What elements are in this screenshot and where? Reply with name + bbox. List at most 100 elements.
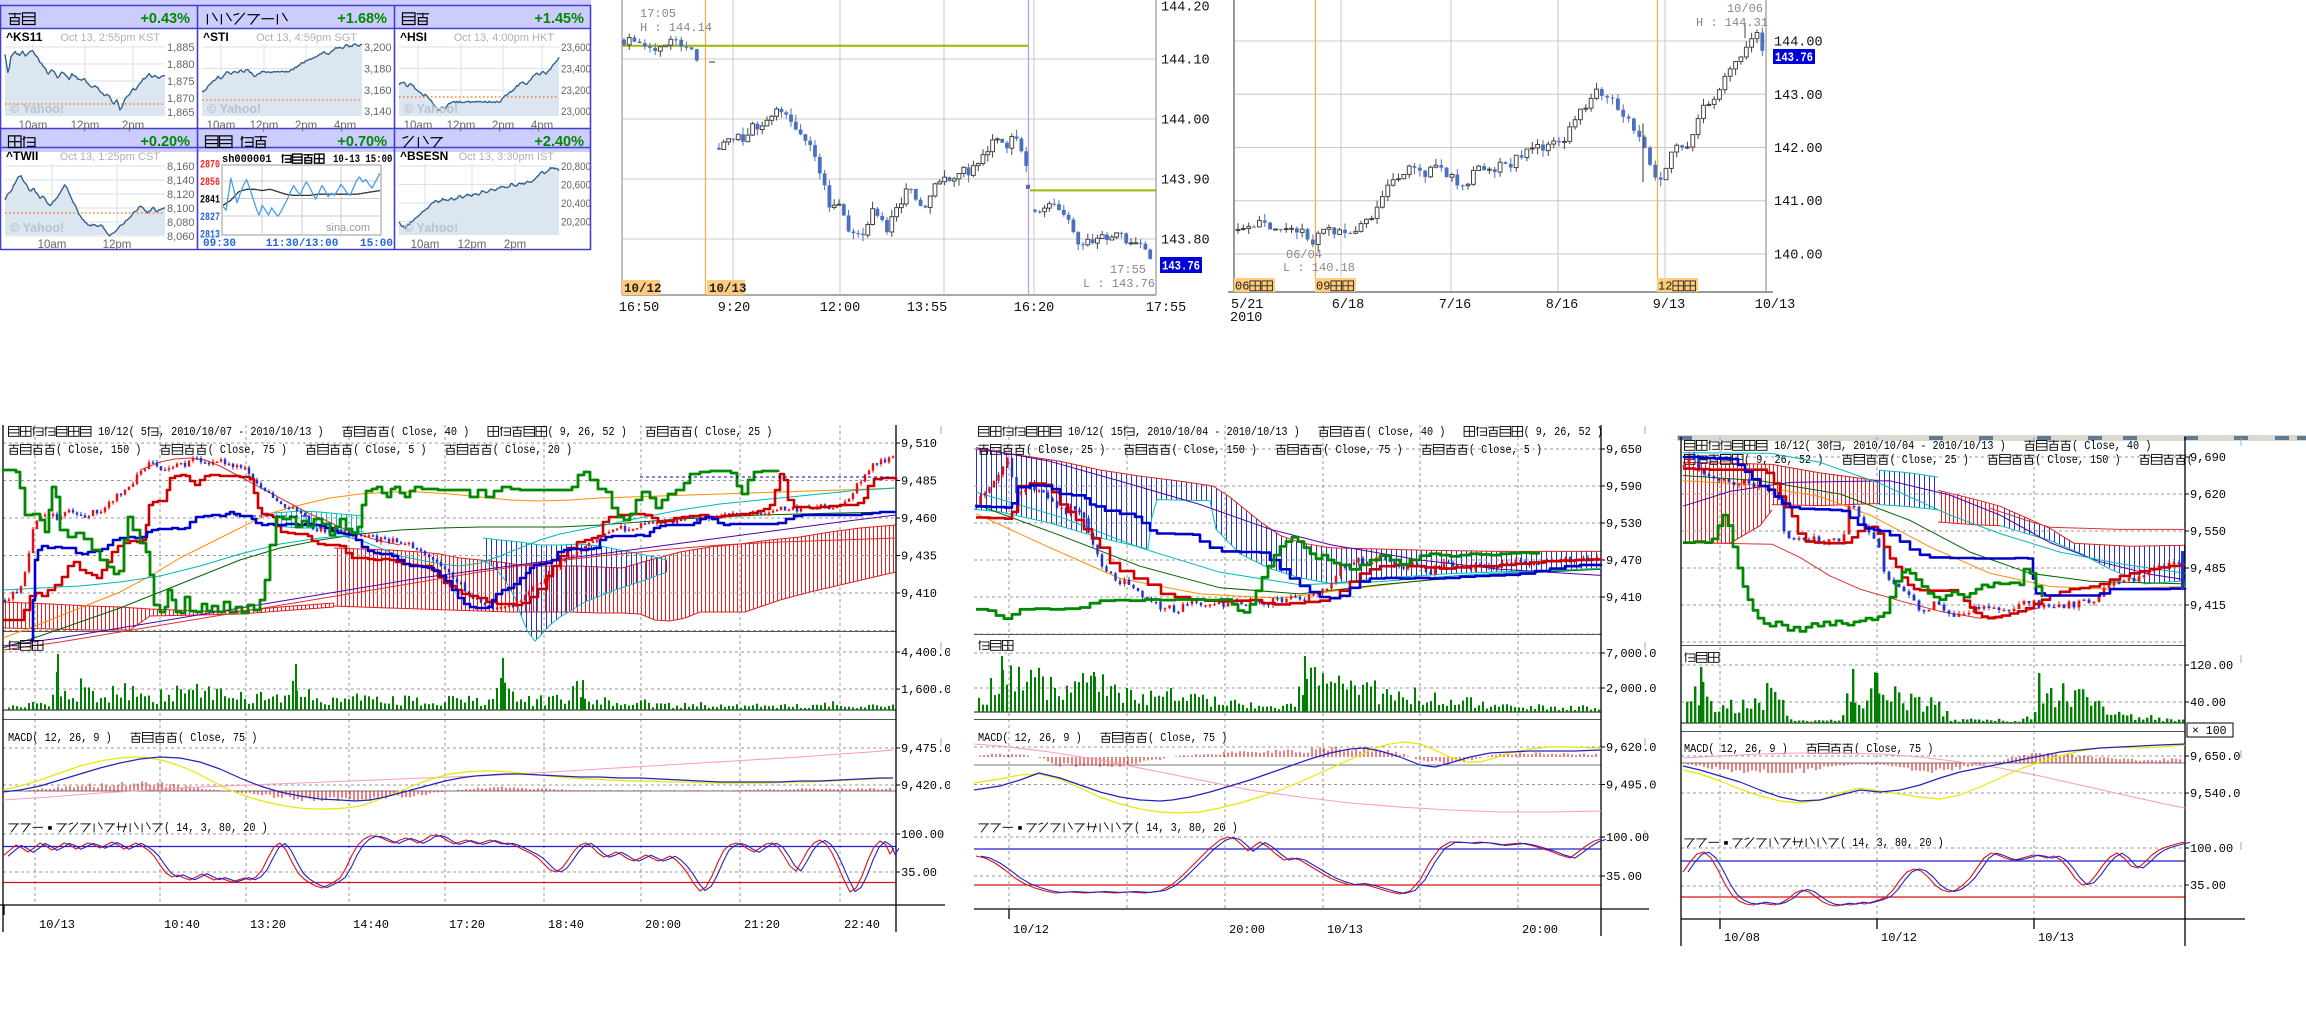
svg-text:143.90: 143.90 bbox=[1161, 174, 1210, 189]
svg-text:8,080: 8,080 bbox=[167, 217, 195, 229]
svg-text:143.80: 143.80 bbox=[1161, 234, 1210, 249]
svg-text:2827: 2827 bbox=[200, 212, 220, 224]
svg-text:18:40: 18:40 bbox=[548, 918, 584, 932]
svg-text:sina.com: sina.com bbox=[326, 222, 370, 234]
svg-text:10/12( 15: 10/12( 15 bbox=[1062, 425, 1123, 439]
svg-text:10/13: 10/13 bbox=[39, 918, 75, 932]
svg-text:20:00: 20:00 bbox=[1229, 923, 1265, 937]
svg-text:35.00: 35.00 bbox=[1606, 870, 1642, 884]
svg-text:^STI: ^STI bbox=[203, 30, 229, 44]
svg-text:10am: 10am bbox=[19, 120, 48, 132]
svg-text:12pm: 12pm bbox=[250, 120, 279, 132]
svg-text:22:40: 22:40 bbox=[844, 918, 880, 932]
svg-text:06/04: 06/04 bbox=[1286, 248, 1322, 262]
svg-text:10/13: 10/13 bbox=[709, 282, 747, 296]
svg-text:3,180: 3,180 bbox=[364, 64, 392, 76]
svg-text:2pm: 2pm bbox=[295, 120, 317, 132]
svg-text:12:00: 12:00 bbox=[820, 301, 861, 316]
svg-text:9,690: 9,690 bbox=[2190, 451, 2226, 465]
svg-text:2870: 2870 bbox=[200, 160, 220, 172]
svg-text:+0.70%: +0.70% bbox=[337, 134, 387, 150]
svg-text:4pm: 4pm bbox=[334, 120, 356, 132]
svg-text:+0.20%: +0.20% bbox=[140, 134, 190, 150]
svg-text:L : 140.18: L : 140.18 bbox=[1283, 261, 1355, 275]
svg-text:MACD( 12, 26, 9 ): MACD( 12, 26, 9 ) bbox=[978, 731, 1100, 745]
svg-text:16:50: 16:50 bbox=[619, 301, 660, 316]
svg-text:^KS11: ^KS11 bbox=[6, 30, 43, 44]
svg-text:17:20: 17:20 bbox=[449, 918, 485, 932]
svg-text:100.00: 100.00 bbox=[901, 828, 944, 842]
svg-text:( Close, 75 ): ( Close, 75 ) bbox=[1148, 731, 1227, 745]
svg-text:142.00: 142.00 bbox=[1774, 142, 1823, 157]
svg-text:2856: 2856 bbox=[200, 177, 220, 189]
svg-text:10/13: 10/13 bbox=[2038, 931, 2074, 945]
svg-text:23,600: 23,600 bbox=[561, 42, 591, 54]
svg-text:^TWII: ^TWII bbox=[6, 149, 38, 163]
svg-text:10:40: 10:40 bbox=[164, 918, 200, 932]
svg-text:9,650.0: 9,650.0 bbox=[2190, 750, 2240, 764]
svg-text:, 2010/10/04 - 2010/10/13 ): , 2010/10/04 - 2010/10/13 ) bbox=[1135, 425, 1318, 439]
svg-text:© Yahoo!: © Yahoo! bbox=[404, 102, 458, 116]
svg-text:H : 144.14: H : 144.14 bbox=[640, 21, 712, 35]
svg-text:5/21: 5/21 bbox=[1231, 298, 1263, 313]
svg-text:( Close, 150 ): ( Close, 150 ) bbox=[56, 443, 160, 457]
svg-text:12pm: 12pm bbox=[71, 120, 100, 132]
svg-text:3,160: 3,160 bbox=[364, 85, 392, 97]
svg-text:( 9, 26, 52 ): ( 9, 26, 52 ) bbox=[1744, 453, 1842, 467]
svg-text:Oct 13, 2:55pm KST: Oct 13, 2:55pm KST bbox=[60, 32, 160, 44]
svg-text:10/12: 10/12 bbox=[624, 282, 662, 296]
svg-text:12pm: 12pm bbox=[103, 239, 132, 251]
svg-text:10/08: 10/08 bbox=[1724, 931, 1760, 945]
svg-text:09: 09 bbox=[1316, 280, 1330, 294]
svg-text:sh000001: sh000001 bbox=[222, 154, 272, 166]
svg-text:10/13: 10/13 bbox=[1327, 923, 1363, 937]
svg-text:4,400.0: 4,400.0 bbox=[901, 646, 950, 660]
svg-text:16:20: 16:20 bbox=[1014, 301, 1055, 316]
svg-text:10am: 10am bbox=[207, 120, 236, 132]
svg-text:23,400: 23,400 bbox=[561, 64, 591, 76]
svg-text:, 2010/10/04 - 2010/10/13 ): , 2010/10/04 - 2010/10/13 ) bbox=[1841, 439, 2024, 453]
svg-text:( 14, 3, 80, 20 ): ( 14, 3, 80, 20 ) bbox=[1134, 821, 1238, 835]
svg-text:9,410: 9,410 bbox=[1606, 591, 1642, 605]
svg-text:+2.40%: +2.40% bbox=[534, 134, 584, 150]
svg-text:, 2010/10/07 - 2010/10/13 ): , 2010/10/07 - 2010/10/13 ) bbox=[159, 425, 342, 439]
svg-text:^BSESN: ^BSESN bbox=[400, 149, 448, 163]
svg-text:20,600: 20,600 bbox=[561, 180, 591, 192]
svg-text:9,485: 9,485 bbox=[2190, 562, 2226, 576]
svg-text:( Close, 75 ): ( Close, 75 ) bbox=[1323, 443, 1421, 457]
svg-text:( Close, 25 ): ( Close, 25 ) bbox=[693, 425, 772, 439]
svg-text:( Close, 5 ): ( Close, 5 ) bbox=[1469, 443, 1542, 457]
svg-text:17:05: 17:05 bbox=[640, 7, 676, 21]
svg-text:10am: 10am bbox=[404, 120, 433, 132]
svg-text:9,410: 9,410 bbox=[901, 587, 937, 601]
svg-text:143.76: 143.76 bbox=[1162, 260, 1200, 274]
svg-text:( Close, 40 ): ( Close, 40 ) bbox=[1366, 425, 1464, 439]
svg-text:Oct 13, 4:00pm HKT: Oct 13, 4:00pm HKT bbox=[454, 32, 555, 44]
svg-text:20,400: 20,400 bbox=[561, 198, 591, 210]
svg-text:+1.45%: +1.45% bbox=[534, 11, 584, 27]
svg-text:9,620.0: 9,620.0 bbox=[1606, 741, 1656, 755]
svg-text:8/16: 8/16 bbox=[1546, 298, 1578, 313]
svg-text:143.76: 143.76 bbox=[1775, 51, 1813, 65]
svg-text:( Close, 25 ): ( Close, 25 ) bbox=[1890, 453, 1988, 467]
svg-text:( Close, 150 ): ( Close, 150 ) bbox=[2035, 453, 2139, 467]
svg-text:144.00: 144.00 bbox=[1774, 36, 1823, 51]
svg-text:144.00: 144.00 bbox=[1161, 114, 1210, 129]
svg-text:Oct 13, 1:25pm CST: Oct 13, 1:25pm CST bbox=[60, 151, 161, 163]
svg-text:20,800: 20,800 bbox=[561, 161, 591, 173]
svg-text:1,865: 1,865 bbox=[167, 107, 195, 119]
svg-text:L : 143.76: L : 143.76 bbox=[1083, 277, 1155, 291]
svg-text:+0.43%: +0.43% bbox=[140, 11, 190, 27]
svg-text:23,200: 23,200 bbox=[561, 85, 591, 97]
svg-text:35.00: 35.00 bbox=[901, 866, 937, 880]
svg-text:21:20: 21:20 bbox=[744, 918, 780, 932]
svg-text:8,120: 8,120 bbox=[167, 189, 195, 201]
svg-text:13:20: 13:20 bbox=[250, 918, 286, 932]
svg-text:06: 06 bbox=[1235, 280, 1249, 294]
svg-text:9,435: 9,435 bbox=[901, 550, 937, 564]
svg-text:+1.68%: +1.68% bbox=[337, 11, 387, 27]
svg-text:© Yahoo!: © Yahoo! bbox=[404, 221, 458, 235]
svg-text:© Yahoo!: © Yahoo! bbox=[10, 221, 64, 235]
svg-text:9,510: 9,510 bbox=[901, 437, 937, 451]
svg-text:2pm: 2pm bbox=[122, 120, 144, 132]
